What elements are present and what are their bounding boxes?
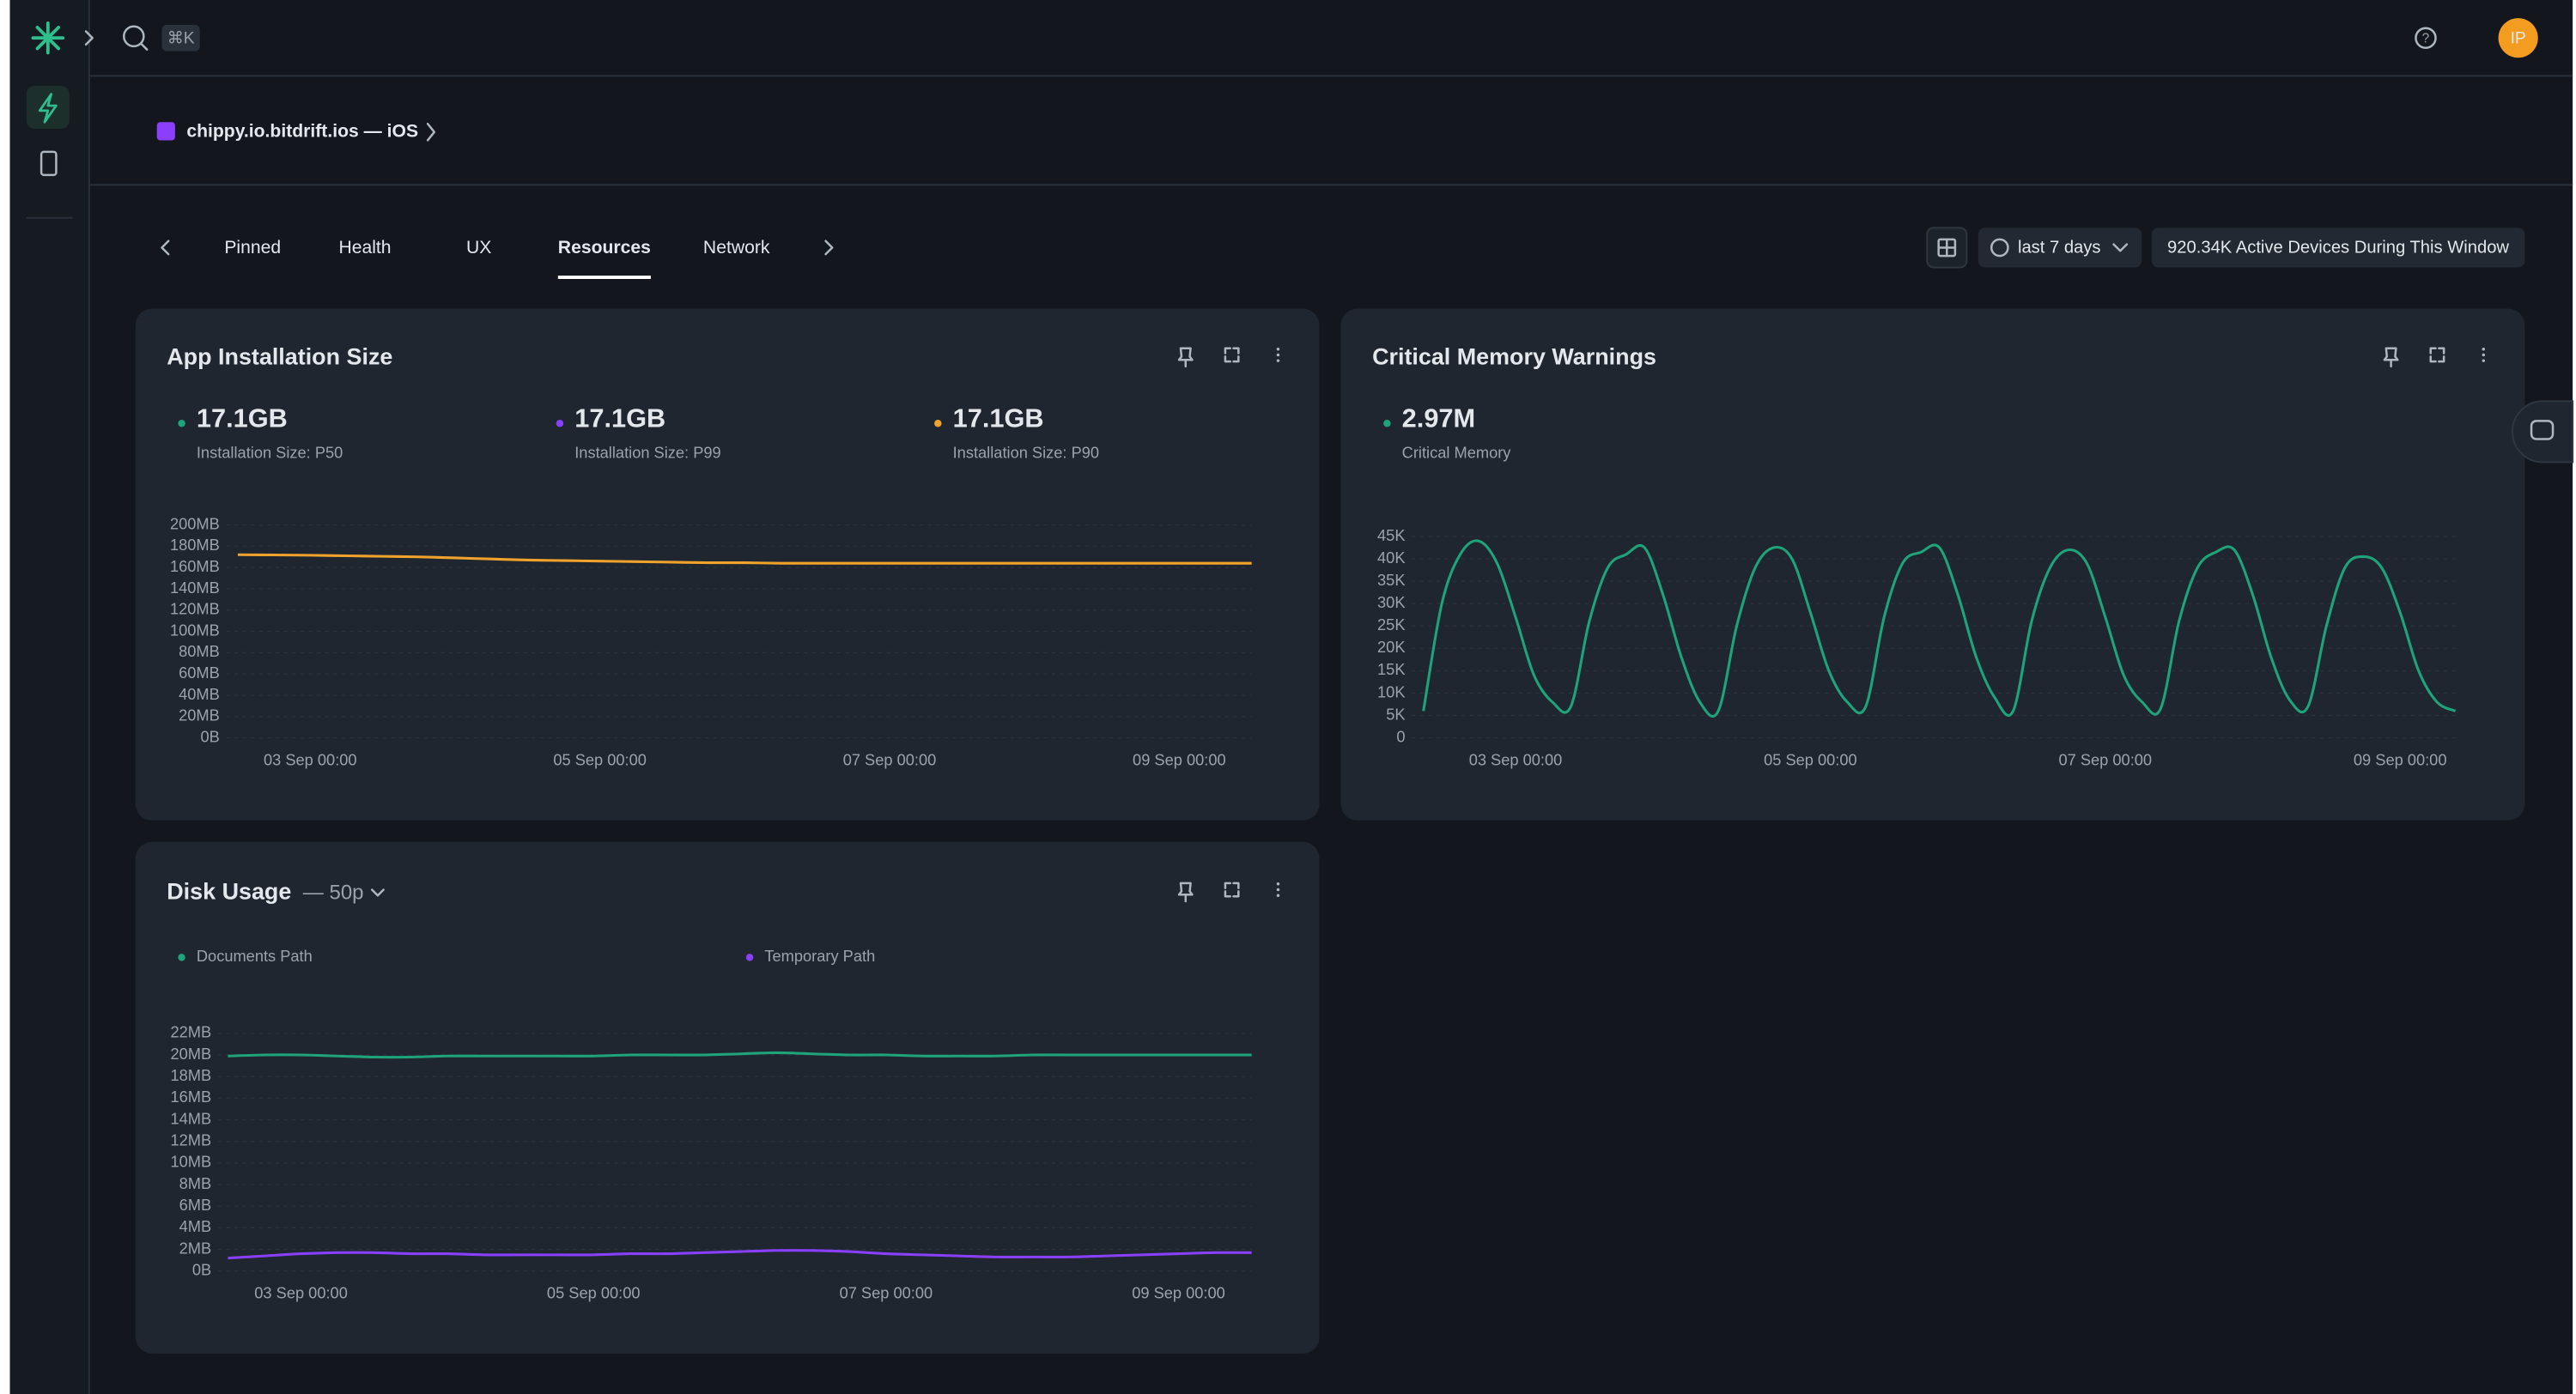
y-tick-label: 18MB xyxy=(170,1066,211,1084)
y-tick-label: 22MB xyxy=(170,1023,211,1041)
x-tick-label: 05 Sep 00:00 xyxy=(553,750,647,768)
stat-dot xyxy=(178,420,185,427)
stat-label: Installation Size: P50 xyxy=(197,444,343,462)
stat-dot xyxy=(556,420,563,427)
x-tick-label: 07 Sep 00:00 xyxy=(2059,750,2153,768)
legend-swatch xyxy=(178,954,185,961)
stat-value: 2.97M xyxy=(1402,403,1475,433)
more-icon-dot[interactable] xyxy=(1277,348,1279,350)
y-tick-label: 120MB xyxy=(170,600,220,618)
sidebar xyxy=(10,0,89,1394)
logo[interactable] xyxy=(33,23,63,53)
more-icon-dot[interactable] xyxy=(1277,888,1279,891)
x-tick-label: 09 Sep 00:00 xyxy=(2354,750,2447,768)
y-tick-label: 180MB xyxy=(170,536,220,554)
breadcrumb[interactable]: chippy.io.bitdrift.ios — iOS xyxy=(186,121,418,141)
y-tick-label: 40K xyxy=(1377,549,1405,567)
y-tick-label: 200MB xyxy=(170,514,220,532)
y-tick-label: 5K xyxy=(1386,705,1405,723)
y-tick-label: 80MB xyxy=(179,642,220,660)
y-tick-label: 140MB xyxy=(170,579,220,597)
y-tick-label: 30K xyxy=(1377,593,1405,611)
stat-label: Installation Size: P90 xyxy=(953,444,1099,462)
y-tick-label: 12MB xyxy=(170,1131,211,1149)
stat-label: Installation Size: P99 xyxy=(574,444,720,462)
y-tick-label: 60MB xyxy=(179,664,220,682)
y-tick-label: 20K xyxy=(1377,638,1405,656)
y-tick-label: 10K xyxy=(1377,682,1405,700)
y-tick-label: 160MB xyxy=(170,557,220,575)
y-tick-label: 40MB xyxy=(179,685,220,703)
y-tick-label: 15K xyxy=(1377,660,1405,678)
x-tick-label: 09 Sep 00:00 xyxy=(1132,1283,1225,1301)
tab[interactable]: Resources xyxy=(558,238,651,258)
chat-button[interactable] xyxy=(2512,401,2573,462)
more-icon-dot[interactable] xyxy=(2482,359,2485,361)
y-tick-label: 4MB xyxy=(179,1217,212,1235)
x-tick-label: 07 Sep 00:00 xyxy=(840,1283,933,1301)
x-tick-label: 03 Sep 00:00 xyxy=(254,1283,348,1301)
legend-swatch xyxy=(746,954,753,961)
stat-value: 17.1GB xyxy=(953,403,1044,433)
y-tick-label: 35K xyxy=(1377,571,1405,589)
stat-dot xyxy=(1383,420,1390,427)
y-tick-label: 25K xyxy=(1377,615,1405,633)
x-tick-label: 09 Sep 00:00 xyxy=(1133,750,1226,768)
chart-subtitle[interactable]: — 50p xyxy=(303,882,364,905)
stat-value: 17.1GB xyxy=(197,403,288,433)
y-tick-label: 6MB xyxy=(179,1196,212,1214)
more-icon-dot[interactable] xyxy=(2482,348,2485,350)
more-icon-dot[interactable] xyxy=(1277,894,1279,897)
more-icon-dot[interactable] xyxy=(2482,354,2485,356)
more-icon-dot[interactable] xyxy=(1277,882,1279,885)
tab[interactable]: Network xyxy=(703,238,770,258)
search-shortcut: ⌘K xyxy=(167,29,195,47)
y-tick-label: 16MB xyxy=(170,1088,211,1106)
tab[interactable]: UX xyxy=(466,238,491,258)
y-tick-label: 8MB xyxy=(179,1174,212,1192)
avatar-initials: IP xyxy=(2511,29,2526,47)
more-icon-dot[interactable] xyxy=(1277,354,1279,356)
chart-title: Disk Usage xyxy=(167,878,291,904)
y-tick-label: 20MB xyxy=(170,1045,211,1063)
y-tick-label: 100MB xyxy=(170,621,220,639)
y-tick-label: 0B xyxy=(192,1261,211,1279)
time-range: last 7 days xyxy=(2018,239,2101,258)
panel xyxy=(136,842,1320,1354)
y-tick-label: 2MB xyxy=(179,1239,212,1257)
tab[interactable]: Health xyxy=(338,238,391,258)
chart-title: App Installation Size xyxy=(167,343,392,369)
active-devices: 920.34K Active Devices During This Windo… xyxy=(2167,239,2509,258)
app-icon xyxy=(157,122,175,140)
tab[interactable]: Pinned xyxy=(224,238,281,258)
stat-value: 17.1GB xyxy=(574,403,665,433)
x-tick-label: 07 Sep 00:00 xyxy=(843,750,937,768)
y-tick-label: 10MB xyxy=(170,1153,211,1171)
y-tick-label: 0B xyxy=(200,727,219,745)
legend-label: Temporary Path xyxy=(764,947,875,965)
more-icon-dot[interactable] xyxy=(1277,359,1279,361)
chart-title: Critical Memory Warnings xyxy=(1372,343,1656,369)
x-tick-label: 05 Sep 00:00 xyxy=(547,1283,641,1301)
y-tick-label: 14MB xyxy=(170,1109,211,1127)
nav-active-bg[interactable] xyxy=(27,86,70,129)
legend-label: Documents Path xyxy=(197,947,313,965)
y-tick-label: 20MB xyxy=(179,706,220,724)
x-tick-label: 05 Sep 00:00 xyxy=(1764,750,1857,768)
y-tick-label: 45K xyxy=(1377,526,1405,544)
stat-dot xyxy=(934,420,941,427)
x-tick-label: 03 Sep 00:00 xyxy=(264,750,357,768)
svg-text:?: ? xyxy=(2422,31,2430,45)
x-tick-label: 03 Sep 00:00 xyxy=(1469,750,1563,768)
stat-label: Critical Memory xyxy=(1402,444,1512,462)
y-tick-label: 0 xyxy=(1396,727,1405,745)
